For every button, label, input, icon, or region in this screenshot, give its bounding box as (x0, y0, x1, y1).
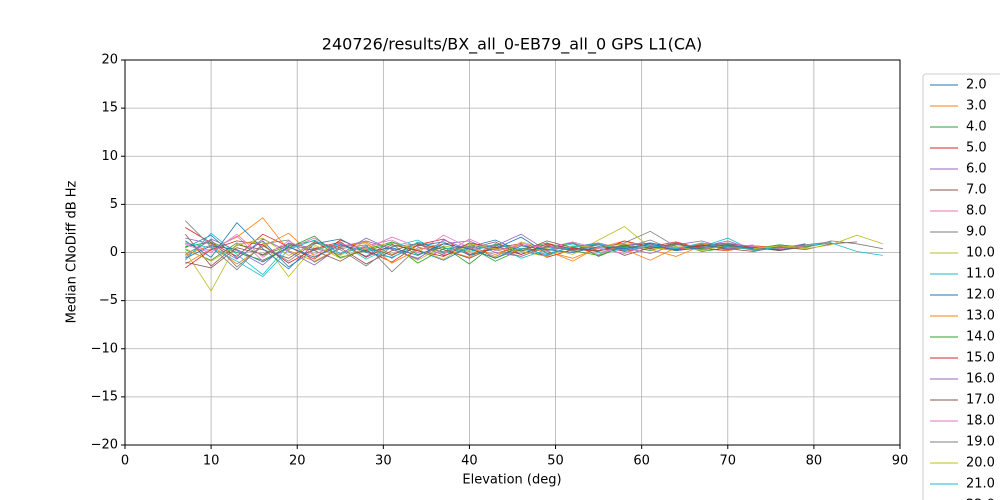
y-tick-label: −5 (99, 293, 118, 308)
legend-label: 15.0 (966, 351, 995, 366)
legend-label: 22.0 (966, 498, 995, 500)
x-axis-label: Elevation (deg) (462, 473, 561, 488)
legend-label: 2.0 (966, 78, 987, 93)
series-line (185, 240, 780, 269)
y-tick-label: 0 (110, 245, 118, 260)
legend-label: 19.0 (966, 435, 995, 450)
series-line (185, 220, 883, 273)
series-line (185, 233, 806, 258)
x-tick-label: 50 (547, 454, 564, 469)
chart-title: 240726/results/BX_all_0-EB79_all_0 GPS L… (322, 35, 702, 55)
y-tick-label: −15 (91, 389, 118, 404)
legend-label: 17.0 (966, 393, 995, 408)
legend-label: 10.0 (966, 246, 995, 261)
x-tick-label: 30 (375, 454, 392, 469)
legend: 2.0 3.0 4.0 5.0 6.0 7.0 8.0 9.0 10.0 11.0 12.0 13.0… (922, 73, 1000, 500)
legend-label: 16.0 (966, 372, 995, 387)
x-tick-label: 40 (461, 454, 478, 469)
y-tick-label: 10 (101, 149, 118, 164)
legend-label: 21.0 (966, 477, 995, 492)
legend-label: 13.0 (966, 309, 995, 324)
legend-label: 9.0 (966, 225, 987, 240)
legend-label: 20.0 (966, 456, 995, 471)
legend-box (922, 73, 1000, 500)
x-tick-label: 70 (720, 454, 737, 469)
plot-frame (124, 59, 901, 446)
x-tick-label: 20 (289, 454, 306, 469)
legend-label: 6.0 (966, 162, 987, 177)
y-axis-label: Median CNoDiff dB Hz (65, 180, 80, 323)
series-line (185, 237, 806, 262)
legend-label: 5.0 (966, 141, 987, 156)
series-line (185, 239, 832, 268)
x-tick-label: 0 (121, 454, 129, 469)
legend-label: 7.0 (966, 183, 987, 198)
y-tick-label: −10 (91, 341, 118, 356)
series-line (185, 217, 780, 265)
legend-label: 11.0 (966, 267, 995, 282)
y-tick-label: 5 (110, 197, 118, 212)
series-line (185, 243, 754, 263)
x-tick-label: 90 (892, 454, 909, 469)
plot-lines (184, 217, 883, 292)
series-line (185, 239, 780, 278)
series-line (185, 235, 806, 265)
legend-label: 4.0 (966, 120, 987, 135)
x-tick-label: 10 (203, 454, 220, 469)
y-tick-label: −20 (91, 438, 118, 453)
legend-label: 18.0 (966, 414, 995, 429)
legend-label: 14.0 (966, 330, 995, 345)
y-tick-label: 20 (101, 53, 118, 68)
legend-label: 3.0 (966, 99, 987, 114)
x-tick-label: 80 (806, 454, 823, 469)
legend-label: 12.0 (966, 288, 995, 303)
x-tick-label: 60 (633, 454, 650, 469)
legend-label: 8.0 (966, 204, 987, 219)
y-tick-label: 15 (101, 101, 118, 116)
